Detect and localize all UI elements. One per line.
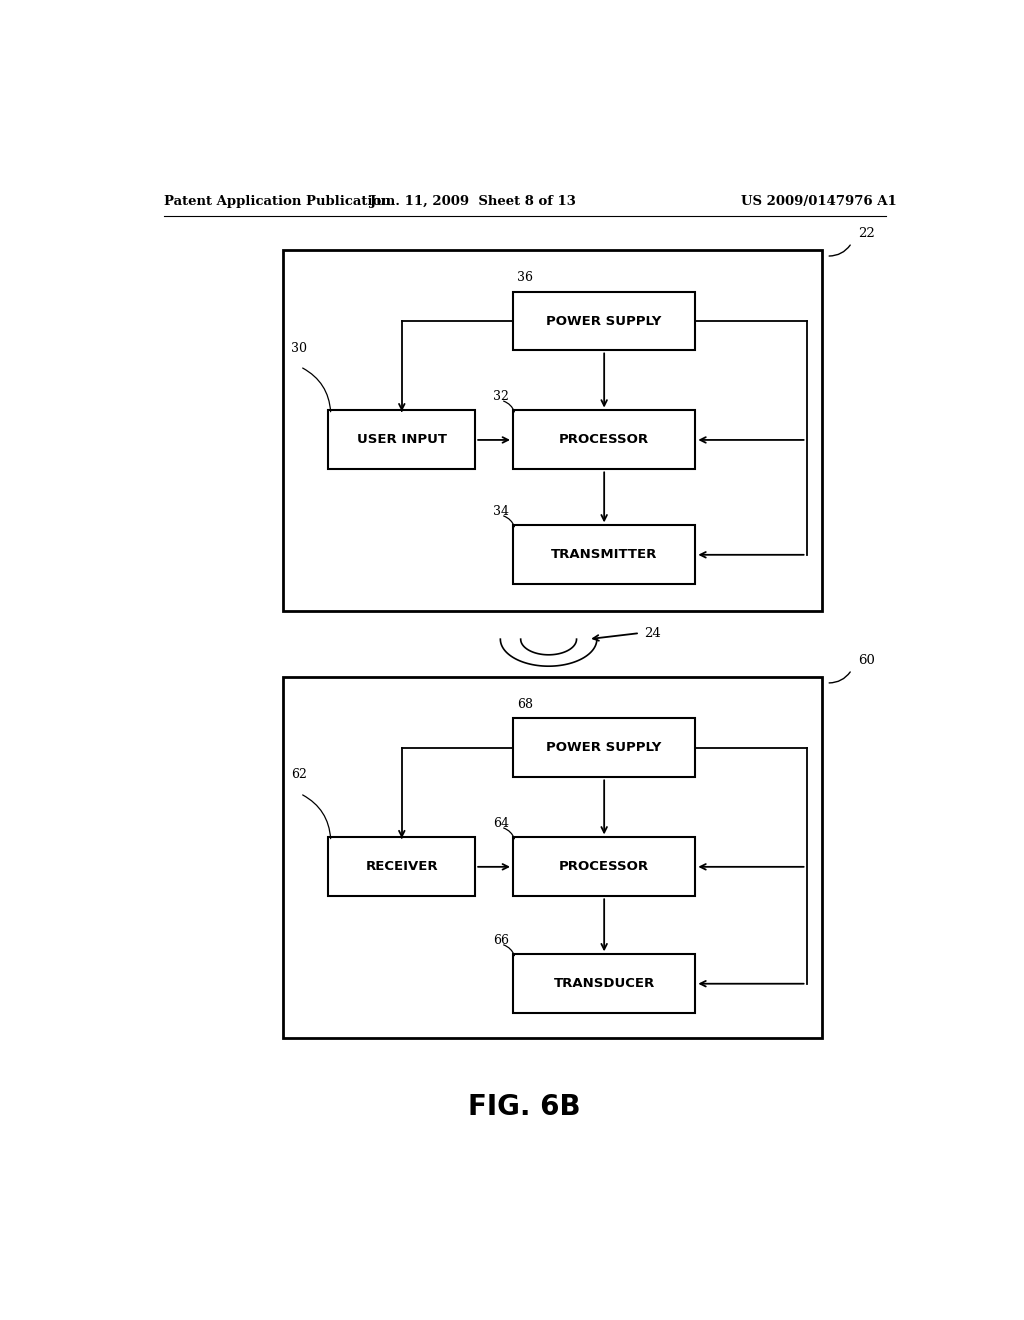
Bar — [513, 525, 695, 585]
Text: 34: 34 — [494, 506, 509, 519]
Bar — [329, 837, 475, 896]
Text: 66: 66 — [494, 935, 509, 948]
Text: 64: 64 — [494, 817, 509, 830]
Text: 62: 62 — [291, 768, 306, 781]
Text: Patent Application Publication: Patent Application Publication — [164, 194, 390, 207]
Text: 32: 32 — [494, 391, 509, 404]
Text: PROCESSOR: PROCESSOR — [559, 861, 649, 874]
Text: 36: 36 — [517, 272, 532, 284]
Bar — [513, 718, 695, 777]
Text: RECEIVER: RECEIVER — [366, 861, 438, 874]
Bar — [513, 954, 695, 1014]
Text: POWER SUPPLY: POWER SUPPLY — [547, 742, 662, 755]
Text: POWER SUPPLY: POWER SUPPLY — [547, 314, 662, 327]
Text: 22: 22 — [858, 227, 874, 240]
Text: Jun. 11, 2009  Sheet 8 of 13: Jun. 11, 2009 Sheet 8 of 13 — [371, 194, 577, 207]
Bar — [513, 837, 695, 896]
Text: FIG. 6B: FIG. 6B — [469, 1093, 581, 1121]
Text: USER INPUT: USER INPUT — [356, 433, 446, 446]
Text: PROCESSOR: PROCESSOR — [559, 433, 649, 446]
Text: 68: 68 — [517, 698, 532, 711]
Bar — [513, 292, 695, 351]
Bar — [283, 249, 822, 611]
Text: US 2009/0147976 A1: US 2009/0147976 A1 — [740, 194, 896, 207]
Text: TRANSDUCER: TRANSDUCER — [554, 977, 654, 990]
Bar — [329, 411, 475, 470]
Bar — [283, 677, 822, 1038]
Text: 60: 60 — [858, 653, 874, 667]
Text: 24: 24 — [644, 627, 660, 640]
Text: TRANSMITTER: TRANSMITTER — [551, 548, 657, 561]
Text: 30: 30 — [291, 342, 307, 355]
Bar — [513, 411, 695, 470]
